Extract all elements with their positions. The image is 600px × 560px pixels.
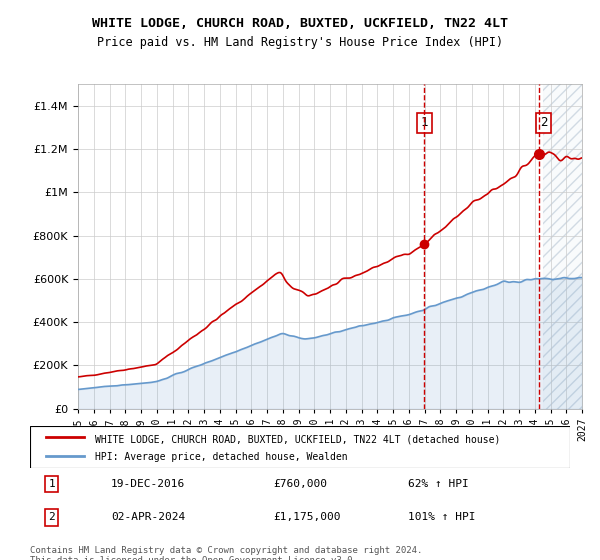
Text: 2: 2 <box>48 512 55 522</box>
Bar <box>542 84 582 409</box>
Text: 1: 1 <box>420 116 428 129</box>
Text: WHITE LODGE, CHURCH ROAD, BUXTED, UCKFIELD, TN22 4LT (detached house): WHITE LODGE, CHURCH ROAD, BUXTED, UCKFIE… <box>95 434 500 444</box>
Text: 62% ↑ HPI: 62% ↑ HPI <box>408 479 469 489</box>
Text: 1: 1 <box>48 479 55 489</box>
FancyBboxPatch shape <box>30 426 570 468</box>
Text: 2: 2 <box>540 116 547 129</box>
Text: HPI: Average price, detached house, Wealden: HPI: Average price, detached house, Weal… <box>95 452 347 462</box>
Text: WHITE LODGE, CHURCH ROAD, BUXTED, UCKFIELD, TN22 4LT: WHITE LODGE, CHURCH ROAD, BUXTED, UCKFIE… <box>92 17 508 30</box>
Text: 101% ↑ HPI: 101% ↑ HPI <box>408 512 476 522</box>
Text: 02-APR-2024: 02-APR-2024 <box>111 512 185 522</box>
Text: Price paid vs. HM Land Registry's House Price Index (HPI): Price paid vs. HM Land Registry's House … <box>97 36 503 49</box>
Text: £1,175,000: £1,175,000 <box>273 512 341 522</box>
Text: 19-DEC-2016: 19-DEC-2016 <box>111 479 185 489</box>
Text: Contains HM Land Registry data © Crown copyright and database right 2024.
This d: Contains HM Land Registry data © Crown c… <box>30 546 422 560</box>
Bar <box>542 84 582 409</box>
Text: £760,000: £760,000 <box>273 479 327 489</box>
